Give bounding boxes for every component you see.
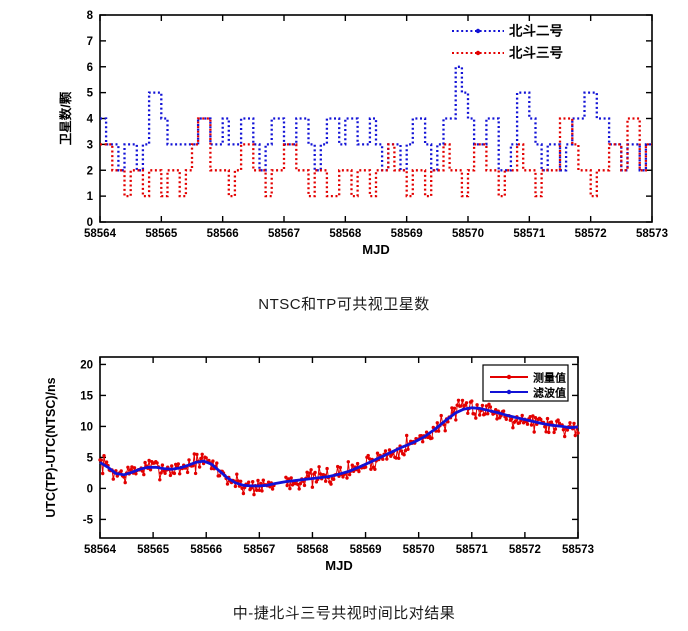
time-comparison-chart: 58564 58565 58566 58567 58568 58569 58570 58571… [44,356,594,573]
series-北斗二号 [100,65,652,172]
svg-text:3: 3 [87,139,93,151]
x-axis-label: MJD [325,558,352,573]
svg-text:10: 10 [80,421,93,433]
svg-text:58569: 58569 [350,544,382,556]
series-滤波值 [99,406,579,488]
svg-text:58565: 58565 [137,544,170,556]
svg-text:20: 20 [80,359,93,371]
svg-text:58566: 58566 [190,544,222,556]
svg-text:58571: 58571 [456,544,489,556]
svg-text:58564: 58564 [84,228,117,240]
svg-text:58567: 58567 [243,544,275,556]
svg-text:5: 5 [87,88,94,100]
legend-label: 测量值 [533,371,566,385]
svg-text:6: 6 [87,62,93,74]
satellite-count-caption: NTSC和TP可共视卫星数 [258,296,430,313]
svg-text:58572: 58572 [509,544,541,556]
svg-text:8: 8 [87,10,94,22]
svg-text:58573: 58573 [636,228,668,240]
y-axis-ticks: 0 1 2 3 4 5 6 7 8 [87,10,652,229]
svg-text:58568: 58568 [329,228,362,240]
svg-text:0: 0 [87,483,93,495]
svg-text:58564: 58564 [84,544,117,556]
svg-text:58568: 58568 [296,544,329,556]
svg-text:58565: 58565 [145,228,178,240]
svg-text:58571: 58571 [513,228,546,240]
time-comparison-caption: 中-捷北斗三号共视时间比对结果 [232,605,456,622]
legend-label: 北斗二号 [509,24,563,39]
satellite-count-chart: 58564 58565 58566 58567 58568 58569 58570 58571… [58,10,668,257]
svg-text:58570: 58570 [403,544,435,556]
series-测量值 [98,398,580,497]
svg-text:58567: 58567 [268,228,300,240]
y-axis-label: 卫星数/颗 [58,91,73,145]
svg-text:1: 1 [87,191,94,203]
svg-text:58569: 58569 [391,228,423,240]
svg-text:58573: 58573 [562,544,594,556]
y-axis-ticks: -5 0 5 10 15 20 [80,359,578,526]
svg-text:2: 2 [87,165,93,177]
svg-text:58570: 58570 [452,228,484,240]
series-北斗三号 [100,117,652,198]
x-axis-label: MJD [362,242,389,257]
legend-label: 北斗三号 [509,46,563,61]
svg-text:58572: 58572 [575,228,607,240]
y-axis-label: UTC(TP)-UTC(NTSC)/ns [44,377,58,517]
svg-text:4: 4 [87,114,94,126]
svg-text:-5: -5 [83,514,94,526]
svg-text:7: 7 [87,36,93,48]
svg-text:58566: 58566 [207,228,239,240]
svg-text:5: 5 [87,452,94,464]
svg-text:15: 15 [80,390,93,402]
legend-label: 滤波值 [533,386,566,400]
x-axis-ticks: 58564 58565 58566 58567 58568 58569 58570 58571… [84,15,668,240]
svg-text:0: 0 [87,217,93,229]
plot-frame [99,356,579,539]
x-axis-ticks: 58564 58565 58566 58567 58568 58569 58570 58571… [84,357,594,556]
